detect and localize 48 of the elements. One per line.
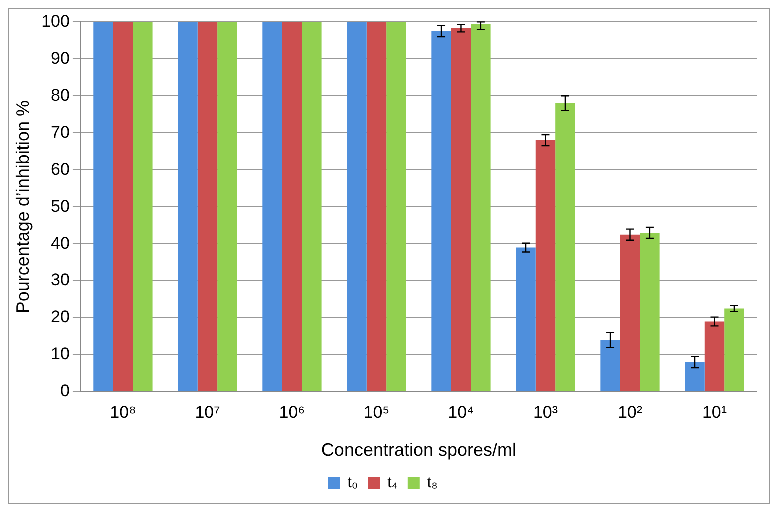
x-tick-label: 10⁵	[364, 402, 390, 422]
x-tick-label: 10²	[618, 402, 643, 422]
y-tick-label: 30	[51, 270, 70, 290]
bar	[536, 140, 556, 392]
y-tick-label: 70	[51, 122, 70, 142]
bar	[704, 322, 725, 392]
y-tick-label: 50	[51, 196, 70, 216]
bar	[516, 248, 536, 392]
legend-label: t₈	[427, 474, 438, 492]
x-axis-title: Concentration spores/ml	[321, 440, 517, 460]
y-tick-label: 20	[51, 308, 70, 327]
x-tick-label: 10⁷	[195, 402, 220, 422]
x-tick-label: 10⁸	[110, 402, 136, 422]
bar	[218, 22, 238, 392]
bar	[685, 362, 705, 392]
bar	[133, 22, 153, 392]
x-tick-label: 10⁴	[448, 402, 474, 422]
bar	[556, 104, 576, 392]
bar	[724, 308, 744, 392]
bar	[347, 22, 367, 392]
bar	[451, 28, 472, 392]
y-tick-label: 90	[51, 48, 70, 68]
bar	[94, 22, 114, 392]
legend-label: t₀	[348, 474, 358, 492]
y-tick-label: 100	[42, 12, 70, 31]
y-tick-label: 80	[51, 86, 70, 105]
bar	[198, 22, 218, 392]
x-tick-label: 10³	[533, 402, 558, 422]
legend-label: t₄	[388, 474, 398, 492]
x-tick-label: 10¹	[702, 402, 728, 422]
bar	[178, 22, 198, 392]
y-tick-label: 10	[51, 344, 70, 364]
y-tick-label: 40	[51, 234, 70, 253]
bar	[432, 31, 452, 392]
bar	[282, 22, 302, 392]
bar	[471, 24, 491, 392]
bar	[600, 340, 620, 392]
bar	[366, 22, 387, 392]
bar	[640, 232, 660, 392]
x-tick-label: 10⁶	[279, 402, 306, 422]
bar	[620, 234, 640, 392]
y-axis-title: Pourcentage d’inhibition %	[12, 100, 33, 314]
bar	[262, 22, 282, 392]
bar	[302, 22, 322, 392]
bar	[386, 22, 406, 392]
y-tick-label: 0	[60, 382, 70, 401]
bar	[113, 22, 134, 392]
y-tick-label: 60	[51, 160, 70, 179]
